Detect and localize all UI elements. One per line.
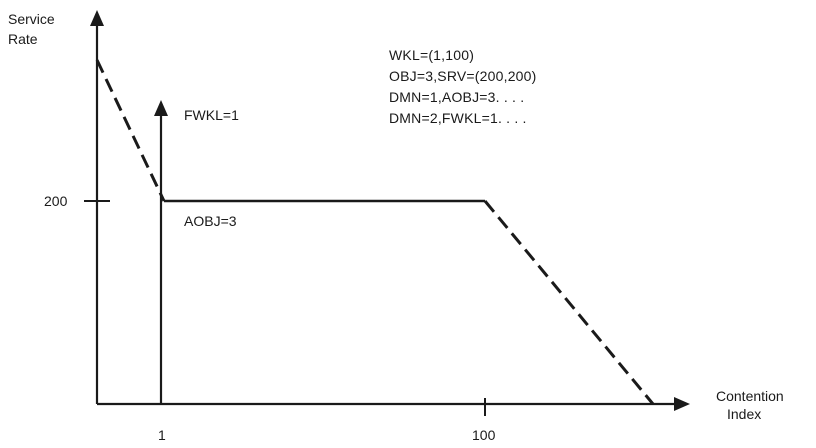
note-line-4: DMN=2,FWKL=1. . . . [389, 110, 527, 126]
x-tick-label-100: 100 [472, 427, 496, 443]
x-tick-label-1: 1 [158, 427, 166, 443]
curve-left-dashed-segment [95, 59, 166, 202]
note-line-1: WKL=(1,100) [389, 47, 474, 63]
y-axis-arrowhead [90, 10, 104, 26]
fwkl-marker-arrowhead [154, 100, 168, 116]
y-axis-title-line2: Rate [8, 31, 38, 47]
x-axis-title-line1: Contention [716, 388, 784, 404]
x-axis-title-line2: Index [727, 406, 761, 422]
aobj-label: AOBJ=3 [184, 213, 237, 229]
note-line-2: OBJ=3,SRV=(200,200) [389, 68, 537, 84]
curve-right-dashed-segment [483, 200, 655, 405]
y-tick-label-200: 200 [44, 193, 68, 209]
y-axis-title-line1: Service [8, 11, 55, 27]
x-axis-arrowhead [674, 397, 690, 411]
note-line-3: DMN=1,AOBJ=3. . . . [389, 89, 524, 105]
fwkl-label: FWKL=1 [184, 107, 239, 123]
